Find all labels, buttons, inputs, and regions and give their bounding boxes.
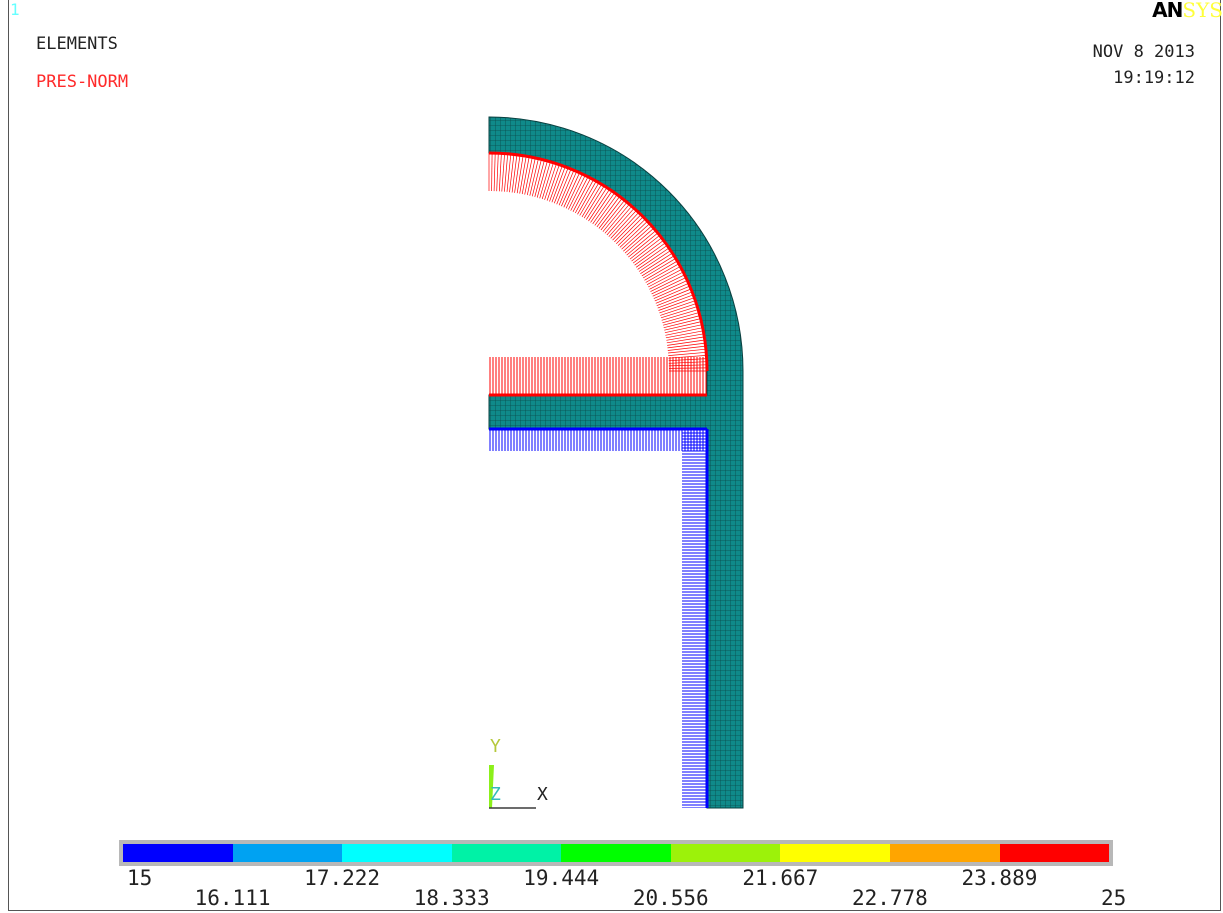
legend-swatch [889,844,1000,862]
legend-tick-label: 23.889 [961,866,1038,890]
triad-y-axis [489,765,494,808]
triad-y-label: Y [490,736,501,757]
logo-sys: SYS [1182,0,1223,22]
time-stamp: 19:19:12 [1113,68,1195,88]
legend-tick-label: 21.667 [742,866,819,890]
legend-tick-label: 16.111 [194,886,271,910]
legend-swatch [780,844,890,862]
legend-swatch [561,844,671,862]
pressure-arrows-inner-arc [488,152,708,372]
window-number: 1 [10,0,20,19]
legend-tick-label: 22.778 [851,886,928,910]
legend-tick-label: 25 [1101,886,1127,910]
plot-title: ELEMENTS [36,34,118,54]
legend-swatch [232,844,343,862]
legend-swatch [999,844,1110,862]
triad-z-label: Z [490,784,501,805]
legend-tick-label: 18.333 [413,886,490,910]
legend-tick-label: 15 [127,866,153,890]
graphics-frame [8,0,1221,911]
legend-tick-label: 17.222 [304,866,381,890]
legend-swatch [342,844,452,862]
triad-x-label: X [537,784,548,805]
date-stamp: NOV 8 2013 [1092,42,1195,62]
pressure-arrows-plate-top [489,357,707,395]
legend-tick-label: 20.556 [632,886,709,910]
pressure-arrows-leg [682,429,707,808]
pressure-edge-arc [488,151,709,372]
legend-swatch [123,844,233,862]
ansys-logo: ANSYS [1152,0,1223,20]
legend-swatch [451,844,562,862]
contour-legend-bar [119,840,1113,866]
logo-an: AN [1152,0,1183,22]
legend-swatch [670,844,781,862]
pressure-arrows-plate-bottom [489,429,707,451]
legend-tick-label: 19.444 [523,866,600,890]
load-label: PRES-NORM [36,72,129,92]
